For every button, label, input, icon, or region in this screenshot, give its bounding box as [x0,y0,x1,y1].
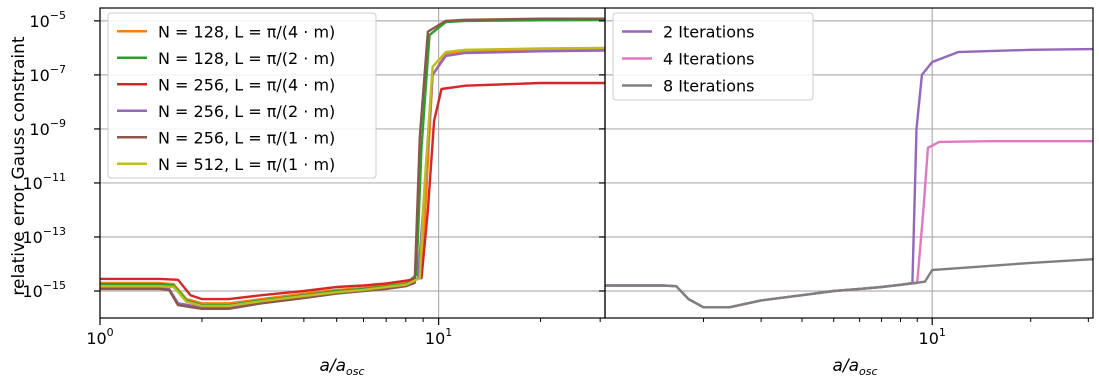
series-line-3 [100,81,605,301]
y-tick-base: 10 [29,12,49,31]
series-line-3 [605,258,1093,309]
legend-label-4: N = 256, L = π/(2 · m) [158,102,335,121]
legend-label-3: N = 256, L = π/(4 · m) [158,75,335,94]
x-axis-label-right: a/aosc [832,356,877,378]
y-tick-exp: −15 [43,279,66,292]
y-tick-exp: −13 [43,225,66,238]
x-axis-label-left-sub: osc [346,365,365,378]
x-axis-label-right-sub: osc [859,365,878,378]
y-tick-label: 10−9 [29,117,66,139]
x-tick-exp: 1 [445,326,452,339]
right-panel: 101 2 Iterations 4 Iterations 8 Iterations [599,7,1094,348]
y-tick-label: 10−13 [22,225,66,247]
x-tick-label: 100 [86,326,113,348]
y-tick-base: 10 [22,174,42,193]
y-tick-label: 10−15 [22,279,66,301]
y-tick-base: 10 [22,228,42,247]
y-tick-label: 10−5 [29,9,66,31]
x-tick-base: 10 [919,329,939,348]
x-tick-base: 10 [86,329,106,348]
y-tick-exp: −9 [50,117,66,130]
legend-label-5: N = 256, L = π/(1 · m) [158,128,335,147]
x-tick-exp: 1 [939,326,946,339]
x-axis-label-right-main: a/a [832,356,859,376]
legend-box [107,12,377,179]
y-tick-exp: −7 [50,63,66,76]
legend-label-3: 8 Iterations [663,77,754,96]
x-tick-base: 10 [425,329,445,348]
y-axis-label: relative error Gauss constraint [9,36,29,296]
plot-frame [604,7,1094,319]
x-tick-exp: 0 [107,326,114,339]
legend-label-1: N = 128, L = π/(4 · m) [158,22,335,41]
legend-box [612,12,814,101]
legend-label-1: 2 Iterations [663,23,754,42]
legend-label-2: 4 Iterations [663,50,754,69]
legend-label-2: N = 128, L = π/(2 · m) [158,49,335,68]
series-line-6 [100,46,605,308]
legend-label-6: N = 512, L = π/(1 · m) [158,155,335,174]
y-tick-label: 10−11 [22,171,66,193]
y-tick-exp: −5 [50,9,66,22]
x-axis-label-left-main: a/a [319,356,346,376]
x-tick-label: 101 [425,326,452,348]
y-tick-label: 10−7 [29,63,66,85]
y-tick-base: 10 [22,282,42,301]
y-tick-base: 10 [29,66,49,85]
y-tick-exp: −11 [43,171,66,184]
x-tick-label: 101 [919,326,946,348]
series-line-2 [605,140,1093,309]
x-axis-label-left: a/aosc [319,356,364,378]
y-tick-base: 10 [29,120,49,139]
